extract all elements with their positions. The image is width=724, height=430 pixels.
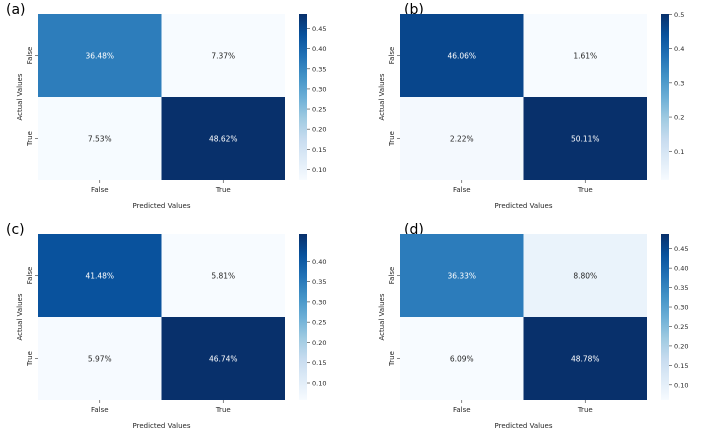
colorbar — [661, 14, 669, 180]
cell-label: 6.09% — [450, 355, 474, 364]
y-tick-label: True — [388, 131, 396, 147]
y-tick-label: False — [388, 267, 396, 285]
heatmap-cell — [161, 97, 285, 180]
colorbar-tick-label: 0.35 — [312, 278, 326, 286]
cell-label: 8.80% — [573, 272, 597, 281]
colorbar-tick-label: 0.10 — [312, 380, 326, 388]
colorbar-tick-label: 0.3 — [674, 79, 684, 87]
heatmap-cell — [523, 14, 647, 97]
y-axis-label: Actual Values — [16, 293, 24, 340]
cell-label: 46.06% — [447, 52, 476, 61]
colorbar-tick-label: 0.10 — [312, 166, 326, 174]
cell-label: 48.62% — [209, 135, 238, 144]
colorbar-tick-label: 0.35 — [312, 65, 326, 73]
colorbar-tick-label: 0.20 — [674, 342, 688, 350]
cell-label: 5.97% — [88, 355, 112, 364]
colorbar-tick-label: 0.40 — [674, 265, 688, 273]
heatmap-cell — [161, 317, 285, 400]
colorbar — [299, 234, 307, 400]
colorbar-tick-label: 0.20 — [312, 126, 326, 134]
heatmap-cell — [161, 234, 285, 317]
colorbar-tick-label: 0.25 — [312, 106, 326, 114]
x-tick-label: True — [577, 186, 593, 194]
heatmap-cell — [38, 14, 162, 97]
colorbar-tick-label: 0.30 — [312, 85, 326, 93]
cell-label: 50.11% — [571, 135, 600, 144]
colorbar-tick-label: 0.45 — [674, 245, 688, 253]
cell-label: 7.37% — [211, 52, 235, 61]
colorbar-tick-label: 0.1 — [674, 148, 684, 156]
x-axis-label: Predicted Values — [133, 422, 191, 430]
y-tick-label: False — [26, 267, 34, 285]
y-tick-label: False — [26, 47, 34, 65]
cell-label: 36.48% — [85, 52, 114, 61]
colorbar-tick-label: 0.35 — [674, 284, 688, 292]
cell-label: 2.22% — [450, 135, 474, 144]
colorbar-tick-label: 0.30 — [312, 298, 326, 306]
colorbar-tick-label: 0.10 — [674, 381, 688, 389]
cell-label: 7.53% — [88, 135, 112, 144]
heatmap-cell — [161, 14, 285, 97]
colorbar-tick-label: 0.40 — [312, 45, 326, 53]
cell-label: 48.78% — [571, 355, 600, 364]
x-tick-label: True — [577, 406, 593, 414]
colorbar-tick-label: 0.20 — [312, 339, 326, 347]
x-axis-label: Predicted Values — [133, 202, 191, 210]
y-axis-label: Actual Values — [378, 293, 386, 340]
y-tick-label: True — [26, 131, 34, 147]
heatmap-cell — [38, 234, 162, 317]
colorbar-tick-label: 0.15 — [312, 359, 326, 367]
colorbar-tick-label: 0.30 — [674, 304, 688, 312]
heatmap-cell — [523, 97, 647, 180]
x-axis-label: Predicted Values — [495, 202, 553, 210]
panel-4: (d)36.33% 8.80%6.09% 48.78%False TrueFalseT… — [378, 222, 688, 430]
heatmap-cell — [38, 97, 162, 180]
heatmap-cell — [38, 317, 162, 400]
x-tick-label: True — [215, 406, 231, 414]
panel-2: (b)46.06% 1.61%2.22% 50.11%False TrueFalseT… — [378, 2, 684, 210]
heatmap-cell — [523, 317, 647, 400]
heatmap-cell — [400, 234, 524, 317]
heatmap-cell — [400, 317, 524, 400]
panel-3: (c) 41.48% 5.81% 5.97% 46.74% False True False T… — [6, 222, 326, 430]
cell-label: 41.48% — [85, 272, 114, 281]
colorbar-tick-label: 0.2 — [674, 114, 684, 122]
colorbar — [661, 234, 669, 400]
y-axis-label: Actual Values — [16, 73, 24, 120]
y-axis-label: Actual Values — [378, 73, 386, 120]
x-tick-label: True — [215, 186, 231, 194]
x-tick-label: False — [453, 406, 471, 414]
x-tick-label: False — [453, 186, 471, 194]
y-tick-label: True — [388, 351, 396, 367]
y-tick-label: False — [388, 47, 396, 65]
colorbar — [299, 14, 307, 180]
colorbar-tick-label: 0.45 — [312, 25, 326, 33]
colorbar-tick-label: 0.5 — [674, 11, 684, 19]
colorbar-tick-label: 0.4 — [674, 45, 684, 53]
x-tick-label: False — [91, 186, 109, 194]
panel-1: (a) 36.48% 7.37% 7.53% 48.62% False True False T… — [6, 2, 326, 210]
heatmap-cell — [523, 234, 647, 317]
heatmap-cell — [400, 97, 524, 180]
cell-label: 1.61% — [573, 52, 597, 61]
y-tick-label: True — [26, 351, 34, 367]
heatmap-cell — [400, 14, 524, 97]
x-axis-label: Predicted Values — [495, 422, 553, 430]
colorbar-tick-label: 0.25 — [312, 319, 326, 327]
x-tick-label: False — [91, 406, 109, 414]
panel-label: (a) — [6, 2, 26, 18]
cell-label: 36.33% — [447, 272, 476, 281]
colorbar-tick-label: 0.15 — [312, 146, 326, 154]
colorbar-tick-label: 0.15 — [674, 362, 688, 370]
panel-label: (c) — [6, 222, 25, 238]
cell-label: 5.81% — [211, 272, 235, 281]
cell-label: 46.74% — [209, 355, 238, 364]
colorbar-tick-label: 0.25 — [674, 323, 688, 331]
colorbar-tick-label: 0.40 — [312, 258, 326, 266]
